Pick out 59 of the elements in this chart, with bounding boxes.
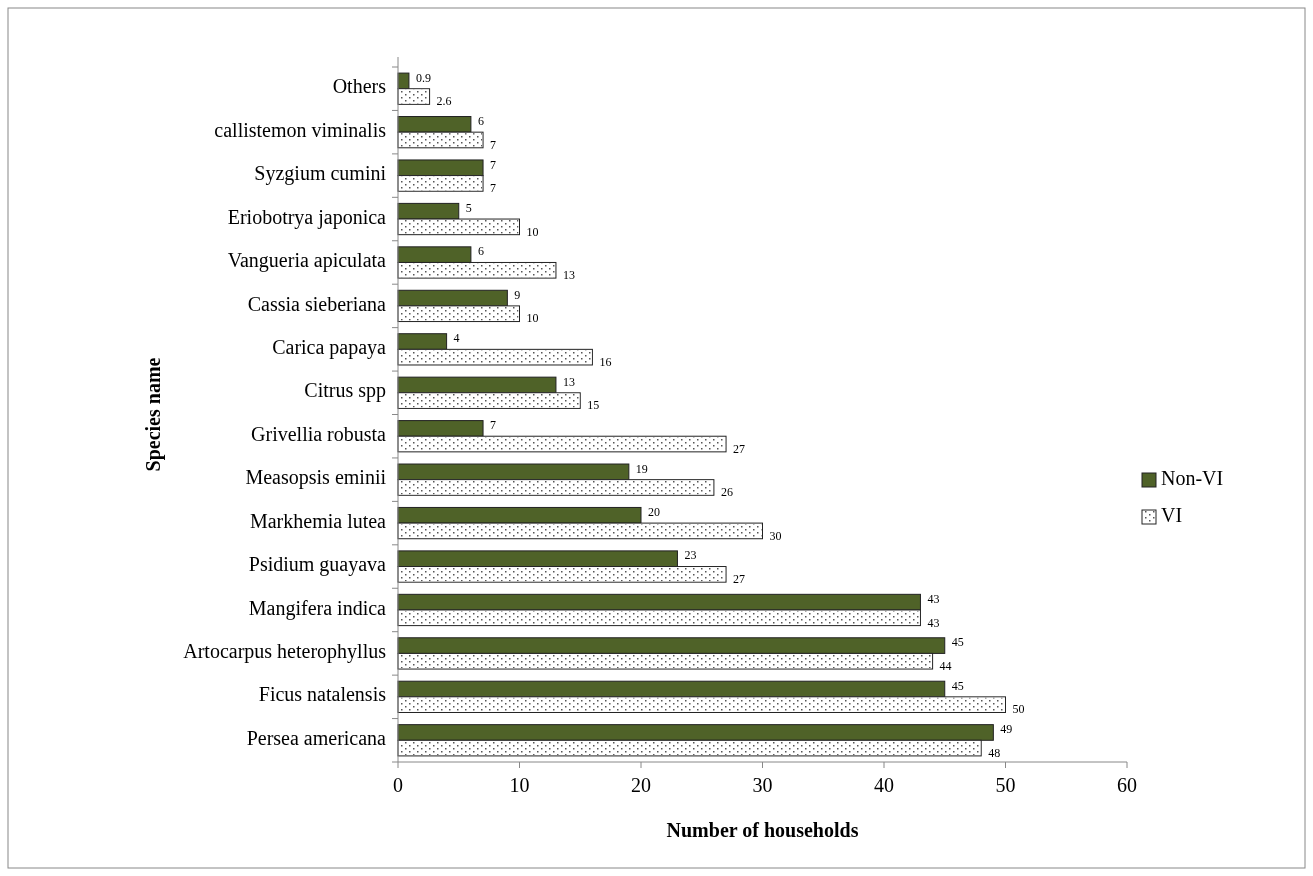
- data-label: 16: [599, 354, 612, 369]
- x-tick-label: 60: [1117, 774, 1137, 796]
- y-tick-label: Vangueria apiculata: [227, 249, 387, 273]
- y-tick-label: Measopsis eminii: [245, 466, 387, 490]
- x-tick-label: 0: [393, 774, 403, 796]
- data-label: 48: [988, 745, 1001, 760]
- x-tick-label: 40: [874, 774, 894, 796]
- y-tick-label: Syzgium cumini: [254, 162, 387, 186]
- data-label: 23: [684, 548, 697, 563]
- data-label: 49: [1000, 722, 1013, 737]
- data-label: 10: [526, 224, 539, 239]
- y-tick-label: callistemon viminalis: [214, 118, 387, 141]
- y-tick-label: Others: [332, 75, 387, 98]
- y-tick-label: Mangifera indica: [248, 596, 387, 620]
- data-label: 0.9: [415, 70, 431, 85]
- y-tick-label: Persea americana: [246, 726, 387, 749]
- data-label: 7: [490, 157, 497, 172]
- data-label: 20: [648, 505, 660, 520]
- x-tick-label: 20: [631, 774, 651, 796]
- x-tick-label: 50: [995, 774, 1016, 796]
- data-label: 10: [526, 311, 539, 326]
- data-label: 4: [453, 331, 460, 346]
- y-axis-title: Species name: [142, 357, 165, 472]
- data-label: 7: [490, 181, 497, 196]
- x-tick-label: 30: [752, 774, 773, 796]
- data-label: 27: [733, 572, 746, 587]
- x-tick-label: 10: [509, 774, 530, 796]
- legend-label: VI: [1161, 503, 1183, 526]
- legend-label: Non-VI: [1161, 466, 1224, 489]
- data-label: 15: [587, 398, 600, 413]
- y-tick-label: Grivellia robusta: [251, 422, 387, 445]
- data-label: 13: [562, 268, 575, 283]
- data-label: 50: [1012, 702, 1025, 717]
- x-axis-title: Number of households: [666, 819, 859, 841]
- data-label: 6: [477, 114, 484, 129]
- data-label: 26: [720, 485, 733, 500]
- data-label: 6: [477, 244, 484, 259]
- data-label: 19: [635, 461, 648, 476]
- data-label: 45: [951, 635, 964, 650]
- data-label: 13: [562, 374, 575, 389]
- y-tick-label: Markhemia lutea: [249, 509, 387, 532]
- data-label: 44: [939, 658, 952, 673]
- y-tick-label: Eriobotrya japonica: [227, 205, 387, 229]
- data-label: 9: [514, 287, 521, 302]
- data-label: 2.6: [436, 94, 452, 109]
- y-tick-label: Citrus spp: [304, 379, 386, 403]
- data-label: 43: [927, 615, 940, 630]
- y-tick-label: Ficus natalensis: [258, 683, 387, 706]
- data-label: 45: [951, 678, 964, 693]
- y-tick-label: Carica papaya: [272, 335, 387, 359]
- y-tick-label: Artocarpus heterophyllus: [183, 640, 387, 663]
- y-tick-label: Cassia sieberiana: [247, 292, 387, 315]
- y-tick-label: Psidium guayava: [248, 553, 387, 577]
- data-label: 5: [465, 200, 472, 215]
- data-label: 43: [927, 591, 940, 606]
- data-label: 7: [490, 418, 497, 433]
- data-label: 7: [490, 137, 497, 152]
- data-label: 27: [733, 441, 746, 456]
- data-label: 30: [769, 528, 782, 543]
